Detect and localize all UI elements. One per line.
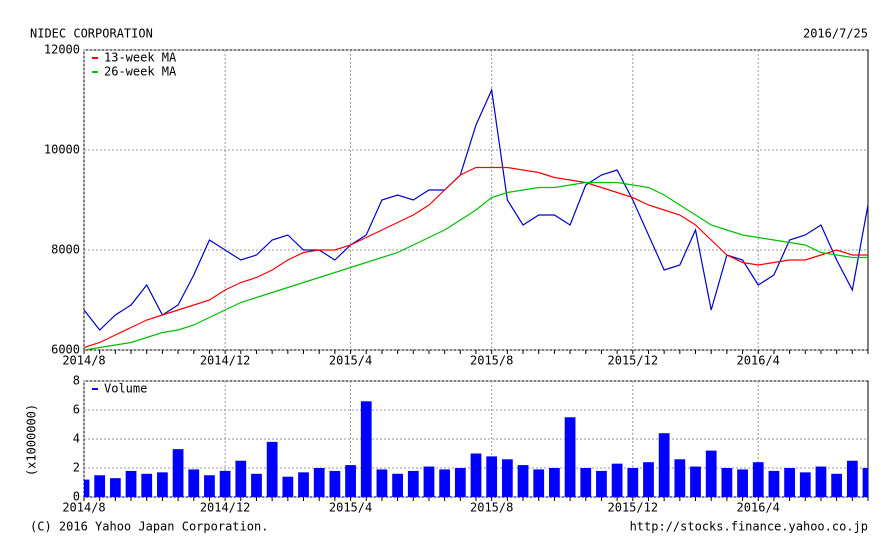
volume-bar bbox=[266, 441, 278, 497]
volume-bar bbox=[737, 469, 748, 497]
price-line bbox=[84, 166, 868, 349]
volume-bar bbox=[549, 468, 560, 497]
y-tick-label: 12000 bbox=[44, 43, 80, 57]
volume-bar bbox=[360, 401, 372, 497]
volume-bar bbox=[752, 462, 764, 497]
x-tick-label: 2015/8 bbox=[470, 354, 513, 368]
x-tick-label: 2016/4 bbox=[737, 354, 780, 368]
x-tick-label: 2014/12 bbox=[200, 501, 251, 515]
volume-bar bbox=[423, 466, 435, 497]
volume-bar bbox=[721, 468, 733, 497]
volume-bar bbox=[596, 470, 607, 497]
volume-bar bbox=[831, 473, 843, 497]
y-axis-label: (x1000000) bbox=[25, 404, 39, 476]
volume-bar bbox=[439, 469, 451, 497]
volume-bar bbox=[376, 469, 388, 497]
volume-bar bbox=[815, 466, 827, 497]
x-tick-label: 2015/8 bbox=[470, 501, 513, 515]
volume-bar bbox=[219, 470, 231, 497]
volume-bar bbox=[172, 449, 184, 497]
volume-bar bbox=[486, 456, 498, 497]
volume-bar bbox=[564, 417, 576, 497]
x-tick-label: 2016/4 bbox=[737, 501, 780, 515]
y-tick-label: 6000 bbox=[51, 343, 80, 357]
volume-bar bbox=[392, 473, 403, 497]
copyright: (C) 2016 Yahoo Japan Corporation. bbox=[30, 520, 268, 534]
legend-label: 26-week MA bbox=[104, 65, 177, 79]
y-tick-label: 8000 bbox=[51, 243, 80, 257]
volume-bar bbox=[329, 470, 341, 497]
volume-bar bbox=[643, 462, 654, 497]
volume-bar bbox=[282, 476, 294, 497]
volume-bar bbox=[533, 469, 545, 497]
plot-area bbox=[84, 87, 868, 350]
y-tick-label: 2 bbox=[73, 461, 80, 475]
volume-bar bbox=[862, 468, 868, 497]
volume-bar bbox=[94, 475, 106, 497]
volume-bar bbox=[784, 468, 795, 497]
volume-bar bbox=[313, 468, 325, 497]
x-tick-label: 2015/12 bbox=[608, 501, 659, 515]
volume-bar bbox=[188, 469, 200, 497]
volume-bar bbox=[345, 465, 356, 497]
volume-bar bbox=[235, 460, 247, 497]
volume-bar bbox=[298, 472, 309, 497]
volume-bar bbox=[611, 463, 623, 497]
x-tick-label: 2014/12 bbox=[200, 354, 251, 368]
x-tick-label: 2014/8 bbox=[62, 354, 105, 368]
volume-bar bbox=[517, 465, 529, 497]
legend-label: 13-week MA bbox=[104, 51, 177, 65]
x-tick-label: 2015/4 bbox=[329, 354, 372, 368]
price-line bbox=[84, 181, 868, 350]
volume-bar bbox=[125, 470, 137, 497]
chart-title: NIDEC CORPORATION bbox=[30, 27, 153, 41]
volume-bar bbox=[658, 433, 670, 497]
volume-bar bbox=[501, 459, 513, 497]
source-url: http://stocks.finance.yahoo.co.jp bbox=[630, 520, 868, 534]
volume-bar bbox=[627, 468, 639, 497]
y-tick-label: 6 bbox=[73, 403, 80, 417]
plot-frame bbox=[83, 49, 869, 351]
y-tick-label: 8 bbox=[73, 374, 80, 388]
volume-bar bbox=[705, 450, 717, 497]
volume-bar bbox=[84, 479, 90, 497]
volume-bar bbox=[674, 459, 686, 497]
volume-bar bbox=[454, 468, 466, 497]
volume-bar bbox=[799, 472, 811, 497]
y-tick-label: 4 bbox=[73, 432, 80, 446]
volume-bar bbox=[470, 453, 482, 497]
y-tick-label: 10000 bbox=[44, 143, 80, 157]
volume-bar bbox=[251, 473, 262, 497]
volume-bar bbox=[141, 473, 153, 497]
volume-bar bbox=[846, 460, 858, 497]
volume-bar bbox=[690, 466, 701, 497]
y-tick-label: 0 bbox=[73, 490, 80, 504]
volume-bar bbox=[204, 475, 215, 497]
volume-bar bbox=[407, 470, 419, 497]
volume-bar bbox=[157, 472, 168, 497]
chart-date: 2016/7/25 bbox=[803, 27, 868, 41]
volume-bar bbox=[580, 468, 592, 497]
legend-label: Volume bbox=[104, 382, 147, 396]
x-tick-label: 2015/4 bbox=[329, 501, 372, 515]
volume-bar bbox=[768, 470, 780, 497]
volume-bar bbox=[109, 478, 121, 497]
plot-area bbox=[84, 401, 868, 497]
x-tick-label: 2015/12 bbox=[608, 354, 659, 368]
x-tick-label: 2014/8 bbox=[62, 501, 105, 515]
price-line bbox=[84, 87, 868, 331]
